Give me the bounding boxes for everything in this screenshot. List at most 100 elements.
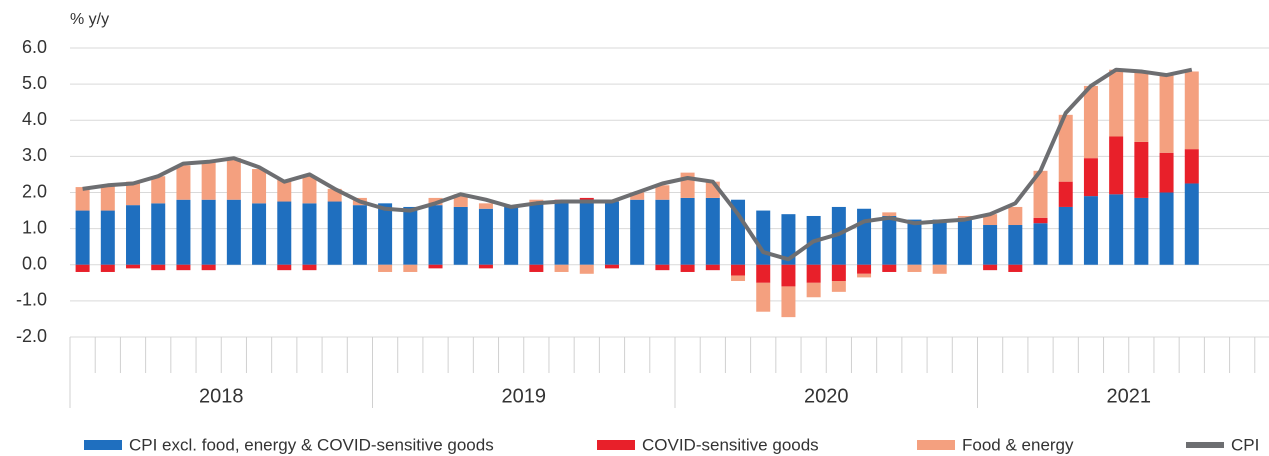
bar bbox=[1159, 192, 1174, 265]
bar bbox=[1033, 217, 1048, 224]
bar bbox=[781, 214, 796, 265]
bar bbox=[176, 199, 191, 265]
bar bbox=[983, 264, 998, 271]
bar bbox=[680, 264, 695, 272]
bar bbox=[831, 281, 846, 292]
bar bbox=[781, 286, 796, 318]
bar bbox=[579, 201, 594, 265]
bar bbox=[126, 205, 141, 265]
bar bbox=[1109, 194, 1124, 265]
bar bbox=[1083, 85, 1098, 159]
bar bbox=[630, 192, 645, 200]
bar bbox=[100, 264, 115, 272]
bar bbox=[126, 181, 141, 206]
bar bbox=[857, 208, 872, 265]
bar bbox=[529, 264, 544, 272]
bar bbox=[756, 264, 771, 283]
bar bbox=[983, 225, 998, 265]
bar bbox=[932, 219, 947, 265]
bar bbox=[201, 199, 216, 265]
bar bbox=[1058, 114, 1073, 182]
y-tick-label: -2.0 bbox=[16, 326, 47, 346]
legend-label: CPI bbox=[1231, 435, 1259, 454]
bar bbox=[277, 179, 292, 202]
bar bbox=[957, 215, 972, 218]
bar bbox=[831, 264, 846, 282]
legend-swatch bbox=[1186, 442, 1224, 448]
bar bbox=[680, 197, 695, 265]
bar bbox=[932, 264, 947, 274]
bar bbox=[1134, 197, 1149, 265]
bar bbox=[655, 264, 670, 271]
y-axis-label: % y/y bbox=[70, 11, 109, 28]
bar bbox=[705, 197, 720, 265]
bar bbox=[327, 201, 342, 265]
bar bbox=[277, 201, 292, 265]
bar bbox=[756, 282, 771, 312]
x-group-label: 2019 bbox=[502, 385, 547, 407]
bar bbox=[1033, 170, 1048, 218]
bar bbox=[151, 203, 166, 265]
bar bbox=[201, 161, 216, 200]
bar bbox=[655, 199, 670, 265]
bar bbox=[428, 264, 443, 269]
x-group-label: 2021 bbox=[1107, 385, 1152, 407]
bar bbox=[352, 205, 367, 265]
bar bbox=[604, 264, 619, 269]
bar bbox=[100, 210, 115, 265]
bar bbox=[226, 158, 241, 200]
bar bbox=[882, 212, 897, 216]
bar bbox=[1083, 158, 1098, 197]
bar bbox=[252, 169, 267, 204]
bar bbox=[176, 264, 191, 271]
legend-swatch bbox=[597, 440, 635, 450]
bar bbox=[857, 273, 872, 278]
bar bbox=[1058, 206, 1073, 265]
bar bbox=[201, 264, 216, 271]
legend-swatch bbox=[917, 440, 955, 450]
bar bbox=[226, 199, 241, 265]
bar bbox=[705, 264, 720, 271]
bar bbox=[252, 203, 267, 265]
y-tick-label: -1.0 bbox=[16, 290, 47, 310]
y-tick-label: 1.0 bbox=[22, 217, 47, 237]
bar bbox=[579, 264, 594, 274]
bar bbox=[302, 176, 317, 204]
y-tick-label: 5.0 bbox=[22, 73, 47, 93]
bar bbox=[806, 264, 821, 283]
bar bbox=[277, 264, 292, 271]
bar bbox=[907, 219, 922, 265]
bar bbox=[731, 275, 746, 282]
bar bbox=[151, 176, 166, 204]
bar bbox=[529, 203, 544, 265]
bar bbox=[378, 203, 393, 265]
bar bbox=[554, 264, 569, 272]
y-tick-label: 3.0 bbox=[22, 145, 47, 165]
y-tick-label: 0.0 bbox=[22, 254, 47, 274]
bar bbox=[151, 264, 166, 271]
bar bbox=[302, 264, 317, 271]
bar bbox=[806, 282, 821, 298]
bar bbox=[75, 210, 90, 265]
x-group-label: 2020 bbox=[804, 385, 849, 407]
bar bbox=[1159, 75, 1174, 153]
line bbox=[82, 67, 1193, 262]
legend-swatch bbox=[84, 440, 122, 450]
bar bbox=[75, 187, 90, 211]
bar bbox=[554, 201, 569, 265]
bar bbox=[655, 185, 670, 200]
bar bbox=[1008, 264, 1023, 272]
bar bbox=[1159, 152, 1174, 193]
bar bbox=[1033, 223, 1048, 265]
bar bbox=[604, 201, 619, 265]
bar bbox=[1008, 225, 1023, 265]
bar bbox=[403, 206, 418, 265]
bar bbox=[756, 210, 771, 265]
bar bbox=[907, 264, 922, 272]
bar bbox=[176, 165, 191, 200]
bar bbox=[1109, 69, 1124, 137]
bar bbox=[857, 264, 872, 274]
legend-label: Food & energy bbox=[962, 435, 1074, 454]
bar bbox=[983, 214, 998, 226]
